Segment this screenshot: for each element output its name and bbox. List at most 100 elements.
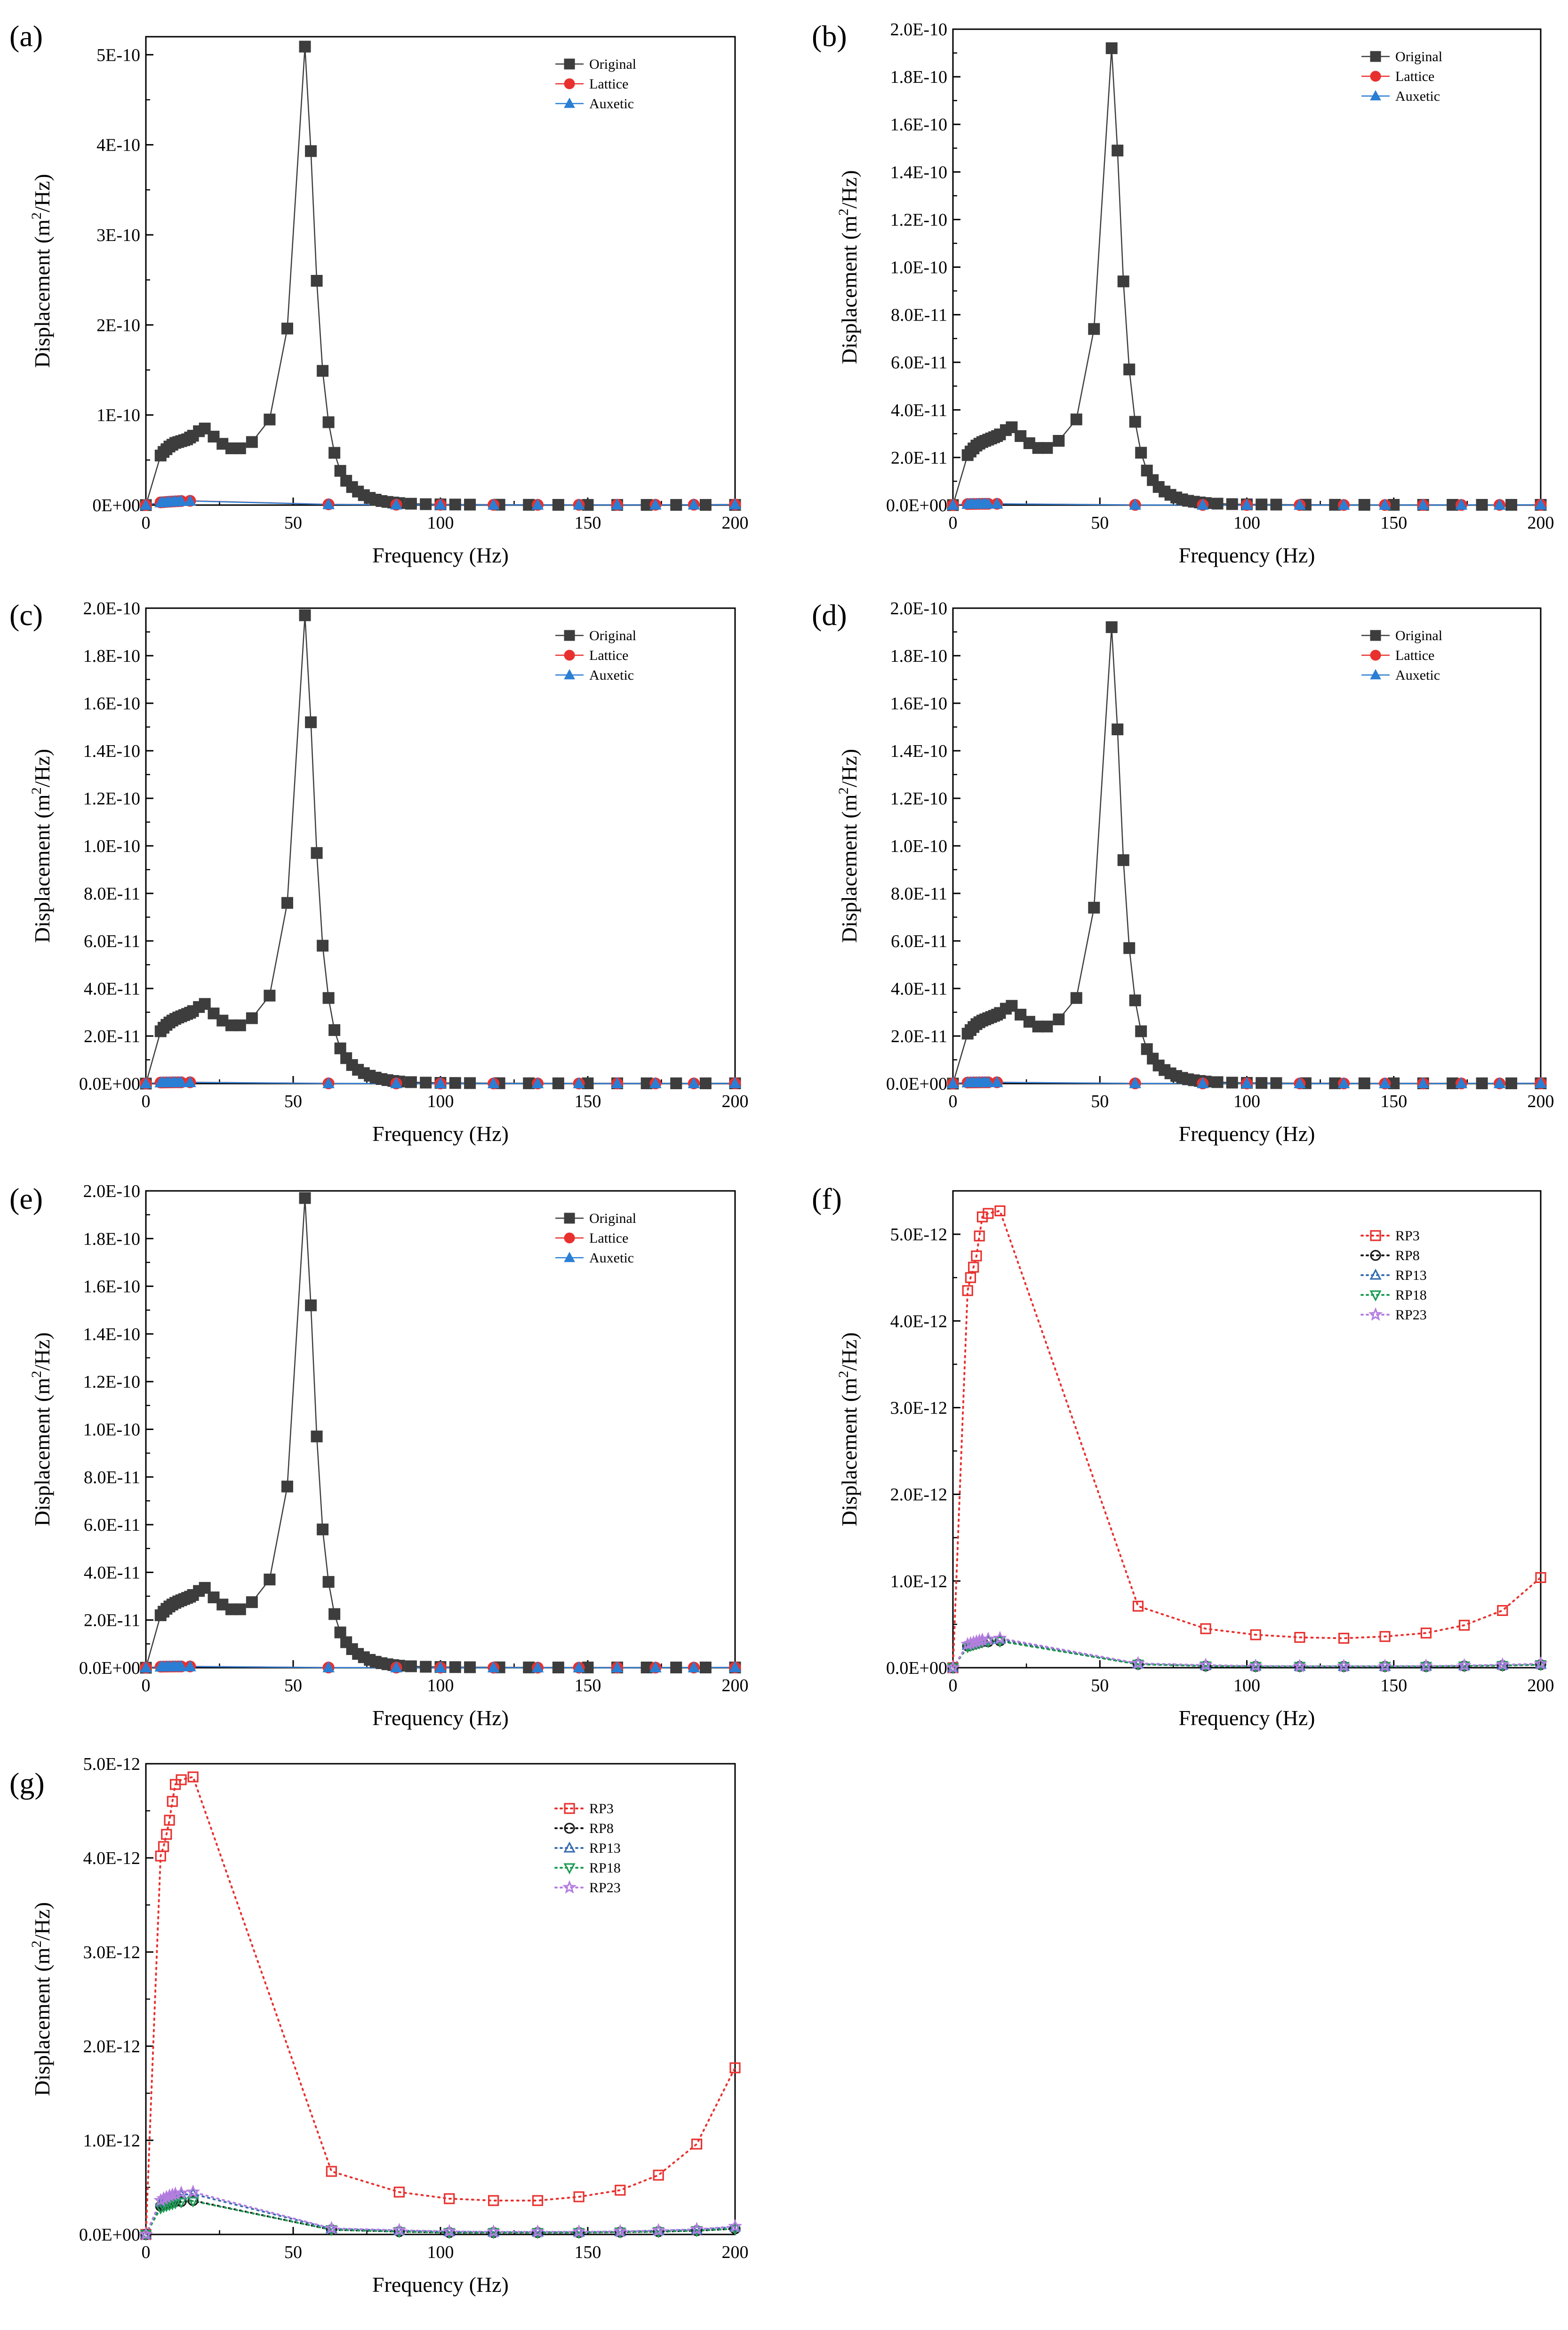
y-tick-label: 1.6E-10 [83, 694, 140, 714]
data-point [464, 1661, 476, 1673]
data-point [187, 2196, 199, 2208]
data-point [699, 1661, 712, 1673]
legend-label: Auxetic [589, 667, 634, 683]
legend-item: Auxetic [1361, 667, 1440, 683]
data-point [947, 498, 959, 510]
data-point [653, 2169, 664, 2181]
data-point [729, 1661, 741, 1672]
data-point [234, 442, 246, 454]
data-point [611, 498, 624, 510]
data-point [175, 2197, 187, 2209]
legend-marker [1370, 1250, 1381, 1261]
y-axis-label-main: Displacement (m [837, 794, 861, 943]
data-point [1211, 1076, 1224, 1088]
data-point [390, 498, 402, 510]
data-point [138, 2227, 153, 2241]
y-tick-label: 8.0E-11 [84, 884, 140, 904]
y-axis-label: Displacement (m2/Hz) [29, 749, 54, 943]
y-tick-label: 0E+00 [92, 496, 140, 515]
y-tick-label: 2.0E-11 [84, 1027, 140, 1046]
data-point [486, 2224, 501, 2238]
legend-marker [1370, 630, 1381, 641]
y-tick-label: 2.0E-11 [84, 1611, 140, 1631]
data-point [1535, 498, 1547, 510]
x-tick-label: 100 [1233, 1092, 1260, 1111]
legend-marker [563, 1863, 576, 1874]
x-tick-label: 150 [1380, 1092, 1407, 1111]
data-point [1338, 1632, 1350, 1644]
data-point [991, 1076, 1003, 1087]
x-axis-label: Frequency (Hz) [372, 1122, 509, 1146]
data-point [488, 2195, 499, 2206]
plot-frame [145, 36, 736, 506]
series-markers-original [140, 1192, 741, 1674]
data-point [652, 2224, 664, 2235]
x-axis-label: Frequency (Hz) [1179, 543, 1315, 567]
data-point [420, 1077, 432, 1089]
y-tick-label: 0.0E+00 [886, 496, 947, 515]
data-point [299, 40, 311, 53]
x-tick-label: 200 [1528, 1092, 1554, 1111]
legend-item: RP3 [554, 1801, 614, 1816]
data-point [699, 1077, 712, 1089]
series-line-rp18 [952, 1640, 1542, 1669]
x-tick-label: 0 [949, 1092, 958, 1111]
data-point [311, 847, 323, 859]
data-point [1476, 498, 1488, 511]
x-axis-label: Frequency (Hz) [1179, 1706, 1315, 1730]
y-tick-label: 0.0E+00 [886, 1658, 947, 1678]
data-point [1476, 1077, 1488, 1089]
data-point [614, 2225, 626, 2236]
data-point [405, 1076, 417, 1088]
data-point [464, 1077, 476, 1089]
data-point [1123, 363, 1136, 376]
data-point [611, 1661, 624, 1672]
data-point [1535, 1077, 1547, 1088]
legend-item: Lattice [1361, 69, 1434, 84]
data-point [246, 436, 258, 448]
series-markers-auxetic [140, 494, 741, 510]
legend-item: Original [555, 56, 636, 72]
data-point [334, 465, 346, 477]
plot-frame [952, 607, 1542, 1085]
x-tick-label: 100 [1233, 1676, 1260, 1695]
data-point [322, 416, 335, 428]
data-point [1088, 323, 1100, 335]
data-point [1379, 1631, 1391, 1642]
data-point [420, 1661, 432, 1673]
y-axis-label-main: Displacement (m [30, 1378, 54, 1527]
x-tick-label: 50 [284, 2242, 302, 2262]
y-tick-label: 2.0E-10 [83, 1181, 140, 1201]
y-tick-label: 8.0E-11 [891, 884, 947, 904]
legend-marker [564, 1823, 575, 1834]
series-markers-auxetic [947, 1076, 1547, 1089]
data-point [1455, 1077, 1468, 1088]
data-point [246, 1012, 258, 1024]
data-point [573, 1077, 585, 1088]
legend-label: Original [1395, 49, 1442, 64]
y-tick-label: 6.0E-11 [84, 932, 140, 951]
legend-label: Lattice [589, 76, 628, 92]
y-axis-label-main: Displacement (m [837, 1378, 861, 1527]
legend-item: RP13 [554, 1840, 621, 1856]
data-point [1117, 854, 1129, 866]
data-point [326, 2166, 337, 2177]
legend-marker [1370, 669, 1381, 680]
panel-label: (d) [812, 598, 847, 632]
data-point [1070, 992, 1082, 1004]
y-axis-label-superscript: 2 [836, 787, 851, 795]
data-point [699, 499, 712, 511]
y-axis-label-superscript: 2 [836, 209, 851, 216]
plot-frame [952, 28, 1542, 506]
y-tick-label: 1.8E-10 [890, 67, 947, 87]
data-point [1270, 1077, 1282, 1089]
y-tick-label: 1.0E-12 [83, 2131, 140, 2151]
data-point [264, 1574, 276, 1586]
panel-d: (d) 0 50 100 150 200 0.0E+00 2.0E-11 4.0E-11 6.0E… [812, 598, 1554, 1146]
x-tick-label: 50 [1091, 1676, 1109, 1695]
panel-label: (c) [9, 598, 43, 632]
x-axis-label: Frequency (Hz) [372, 2273, 509, 2297]
data-point [649, 1661, 662, 1672]
y-tick-label: 1.8E-10 [83, 1229, 140, 1249]
data-point [1337, 498, 1350, 510]
